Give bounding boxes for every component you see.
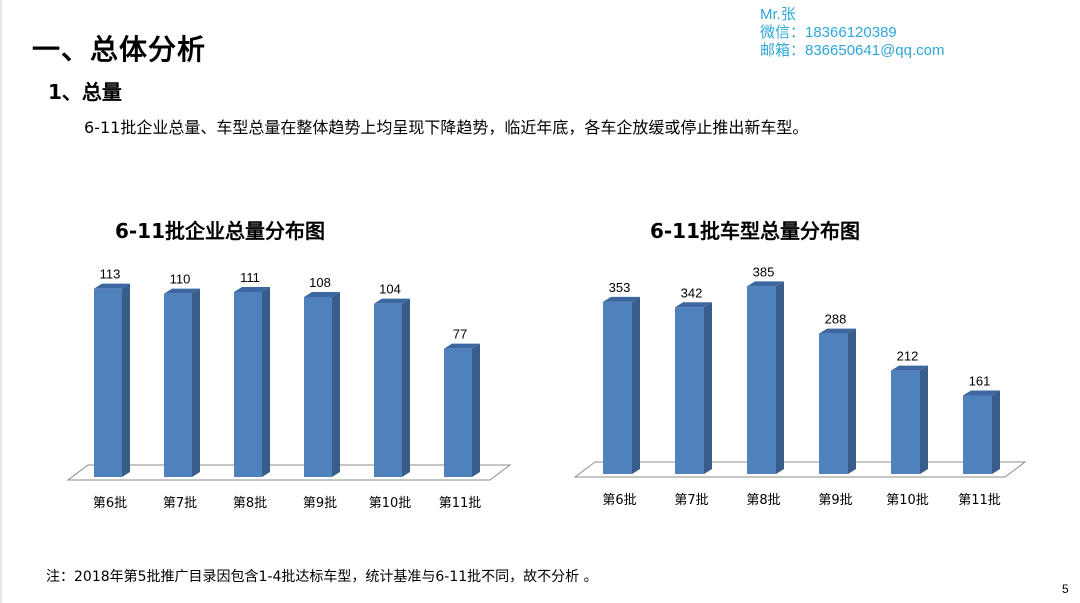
chart-floor: [573, 461, 1027, 478]
bar-side: [472, 343, 480, 477]
page-title: 一、总体分析: [32, 33, 207, 66]
bar-top: [963, 390, 1000, 396]
data-label: 212: [897, 349, 919, 364]
category-label: 第9批: [303, 496, 337, 511]
data-label: 108: [309, 275, 331, 290]
data-label: 288: [825, 312, 847, 327]
bar-side: [402, 298, 410, 477]
category-label: 第10批: [886, 493, 929, 508]
category-label: 第6批: [602, 493, 636, 508]
bar-side: [920, 365, 928, 474]
bar: [444, 348, 472, 477]
bar-top: [444, 343, 480, 349]
data-label: 385: [753, 264, 775, 279]
bar-top: [819, 328, 856, 334]
bar: [747, 286, 776, 474]
bar-top: [675, 302, 712, 308]
summary-text: 6-11批企业总量、车型总量在整体趋势上均呈现下降趋势，临近年底，各车企放缓或停…: [84, 118, 809, 137]
bar: [603, 301, 632, 474]
bar: [819, 333, 848, 474]
bar: [304, 297, 332, 477]
bar-top: [304, 292, 340, 297]
category-label: 第7批: [674, 493, 708, 508]
chart-floor: [66, 464, 512, 481]
bar-top: [94, 283, 130, 289]
bar: [164, 293, 192, 477]
section-title: 1、总量: [48, 80, 122, 104]
bar-side: [262, 287, 270, 477]
bar-side: [992, 390, 1000, 474]
footnote: 注：2018年第5批推广目录因包含1-4批达标车型，统计基准与6-11批不同，故…: [46, 569, 598, 585]
chart-title: 6-11批企业总量分布图: [115, 219, 325, 243]
data-label: 161: [969, 374, 991, 389]
bar-side: [122, 283, 130, 477]
enterprise-total-chart: 6-11批企业总量分布图 113 第6批 110 第7批 111 第8批 108 第9批 104 第…: [66, 219, 512, 511]
data-label: 353: [609, 280, 631, 295]
bar-side: [848, 328, 856, 474]
bar: [891, 370, 920, 474]
bar-top: [374, 298, 410, 304]
data-label: 113: [100, 267, 121, 282]
bar-side: [632, 296, 640, 474]
bar: [374, 303, 402, 477]
category-label: 第9批: [818, 493, 852, 508]
contact-email: 邮箱：836650641@qq.com: [760, 42, 945, 59]
bar: [963, 395, 992, 474]
contact-wechat: 微信：18366120389: [760, 24, 897, 41]
page-number: 5: [1062, 582, 1069, 596]
bar-side: [704, 302, 712, 474]
bar: [675, 307, 704, 474]
category-label: 第11批: [958, 493, 1001, 508]
category-label: 第7批: [163, 496, 197, 511]
data-label: 111: [240, 270, 260, 285]
category-label: 第10批: [369, 496, 412, 511]
bar-top: [164, 288, 200, 294]
data-label: 110: [170, 272, 191, 287]
bar-side: [332, 292, 340, 477]
category-label: 第8批: [746, 493, 780, 508]
data-label: 77: [453, 327, 467, 342]
category-label: 第11批: [439, 496, 482, 511]
bar-side: [776, 281, 784, 474]
data-label: 342: [681, 285, 703, 300]
chart-title: 6-11批车型总量分布图: [650, 219, 860, 243]
bar: [94, 288, 122, 477]
category-label: 第6批: [93, 496, 127, 511]
contact-name: Mr.张: [760, 6, 796, 23]
bar-top: [603, 296, 640, 302]
bar-side: [192, 288, 200, 477]
bar-top: [234, 287, 270, 292]
data-label: 104: [379, 282, 401, 297]
contact-block: Mr.张 微信：18366120389 邮箱：836650641@qq.com: [760, 6, 945, 60]
category-label: 第8批: [233, 496, 267, 511]
left-edge-rule: [0, 0, 2, 603]
bar: [234, 292, 262, 477]
bar-top: [891, 365, 928, 371]
bar-top: [747, 281, 784, 287]
model-total-chart: 6-11批车型总量分布图 353 第6批 342 第7批 385 第8批 288 第9批 212 第…: [573, 219, 1027, 508]
